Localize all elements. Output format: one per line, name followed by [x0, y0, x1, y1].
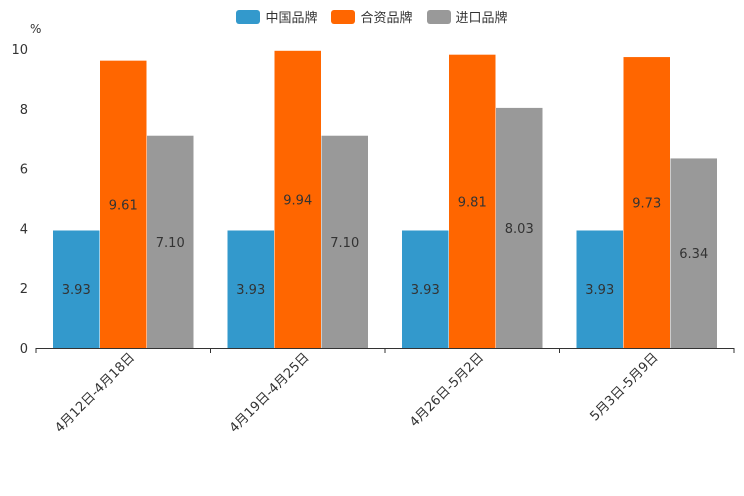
- y-tick-label: 8: [20, 103, 28, 118]
- bar-1-3[interactable]: [402, 230, 449, 348]
- bar-2-1[interactable]: [100, 60, 147, 348]
- value-label-1-3: 3.93: [411, 283, 440, 298]
- legend-item-imported[interactable]: 进口品牌: [426, 7, 508, 26]
- value-label-3-4: 6.34: [679, 247, 708, 262]
- legend-item-domestic[interactable]: 中国品牌: [236, 7, 317, 26]
- bar-2-3[interactable]: [449, 54, 496, 348]
- x-tick-label-1: 4月12日-4月18日: [52, 350, 138, 436]
- legend-item-joint-venture[interactable]: 合资品牌: [331, 7, 413, 26]
- bar-3-4[interactable]: [670, 158, 718, 348]
- value-label-1-2: 3.93: [236, 283, 265, 298]
- bar-3-1[interactable]: [147, 135, 194, 348]
- y-tick-label: 2: [20, 282, 28, 297]
- x-tick-label-2: 4月19日-4月25日: [227, 350, 313, 436]
- value-label-3-1: 7.10: [156, 236, 185, 251]
- y-tick-label: 6: [20, 163, 28, 178]
- y-tick-label: 4: [20, 222, 28, 237]
- y-tick-label: 0: [20, 342, 28, 357]
- bar-3-2[interactable]: [321, 135, 369, 348]
- legend-swatch-joint-venture: [331, 9, 356, 24]
- bar-2-2[interactable]: [274, 50, 322, 348]
- value-label-3-2: 7.10: [330, 236, 359, 251]
- value-label-2-3: 9.81: [458, 195, 487, 210]
- bar-1-4[interactable]: [576, 230, 624, 348]
- legend-swatch-imported: [426, 9, 451, 24]
- bar-3-3[interactable]: [496, 107, 543, 348]
- bar-2-4[interactable]: [623, 57, 671, 348]
- legend-swatch-domestic: [236, 9, 261, 24]
- legend-label-domestic: 中国品牌: [265, 11, 318, 26]
- value-label-2-4: 9.73: [632, 197, 661, 212]
- bar-1-1[interactable]: [53, 230, 100, 348]
- x-tick-label-3: 4月26日-5月2日: [407, 350, 487, 430]
- value-label-2-1: 9.61: [109, 198, 138, 213]
- x-tick-label-4: 5月3日-5月9日: [587, 350, 661, 424]
- legend-label-imported: 进口品牌: [455, 11, 508, 26]
- y-axis-unit-label: %: [30, 22, 41, 36]
- value-label-1-1: 3.93: [62, 283, 91, 298]
- value-label-3-3: 8.03: [505, 222, 534, 237]
- y-tick-label: 10: [11, 43, 28, 58]
- bar-1-2[interactable]: [227, 230, 275, 348]
- value-label-1-4: 3.93: [585, 283, 614, 298]
- legend: 中国品牌 合资品牌 进口品牌: [0, 7, 744, 26]
- value-label-2-2: 9.94: [283, 193, 312, 208]
- legend-label-joint-venture: 合资品牌: [360, 11, 413, 26]
